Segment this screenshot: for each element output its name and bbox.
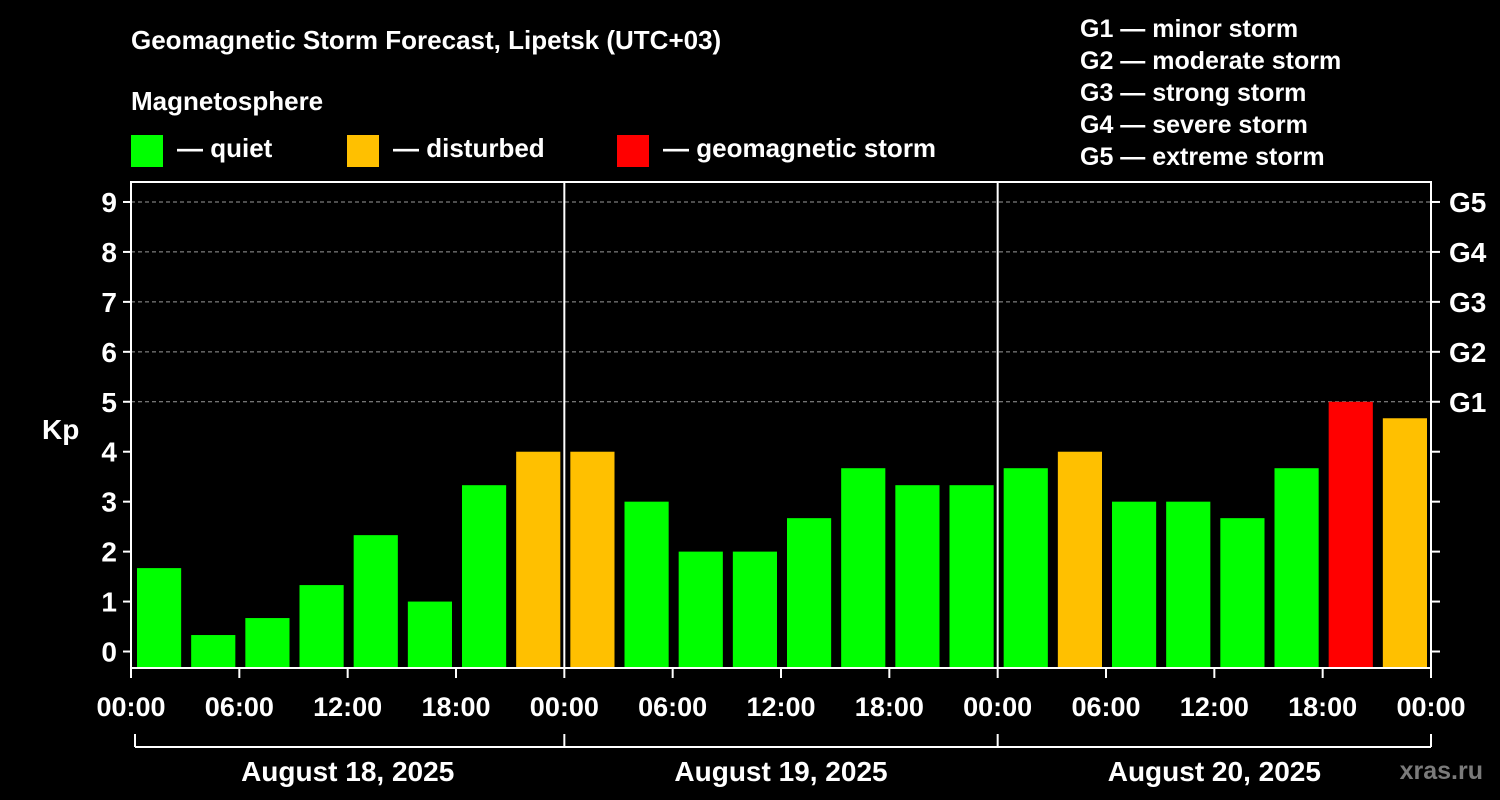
kp-bar (841, 468, 886, 668)
day-label: August 19, 2025 (674, 756, 887, 787)
kp-bar (191, 635, 236, 668)
y-tick-label: 2 (101, 537, 117, 568)
kp-bar (137, 568, 182, 668)
x-tick-label: 06:00 (205, 692, 274, 722)
kp-bar (732, 551, 777, 668)
kp-bar (1220, 518, 1265, 668)
y-tick-label: 3 (101, 487, 117, 518)
g-scale-label: G5 (1449, 187, 1486, 218)
kp-bar (1057, 451, 1102, 668)
x-tick-label: 06:00 (638, 692, 707, 722)
y-tick-label: 6 (101, 337, 117, 368)
y-tick-label: 7 (101, 287, 117, 318)
day-label: August 18, 2025 (241, 756, 454, 787)
kp-bar (299, 585, 344, 668)
x-tick-label: 18:00 (855, 692, 924, 722)
x-tick-label: 00:00 (530, 692, 599, 722)
chart-title: Geomagnetic Storm Forecast, Lipetsk (UTC… (131, 25, 721, 55)
kp-bar (570, 451, 615, 668)
kp-bar (895, 485, 940, 668)
y-axis-ticks: 0 1 2 3 4 5 6 7 8 9 (101, 187, 131, 668)
x-tick-label: 18:00 (421, 692, 490, 722)
kp-bar (678, 551, 723, 668)
kp-bar (787, 518, 832, 668)
watermark: xras.ru (1400, 757, 1483, 785)
g-scale-label: G1 (1449, 387, 1486, 418)
g-scale-label: G3 (1449, 287, 1486, 318)
x-tick-label: 00:00 (1396, 692, 1465, 722)
kp-bar (353, 535, 398, 668)
storm-scale-g2: G2 — moderate storm (1080, 47, 1341, 75)
kp-bar (1328, 401, 1373, 668)
y-tick-label: 5 (101, 387, 117, 418)
x-axis-ticks: 00:00 06:00 12:00 18:00 00:00 06:00 12:00 18:00… (96, 668, 1466, 722)
legend-label-quiet: — quiet (177, 133, 273, 163)
x-tick-label: 12:00 (1180, 692, 1249, 722)
legend-swatch-quiet (131, 135, 163, 167)
legend-label-storm: — geomagnetic storm (663, 133, 936, 163)
gridlines (131, 201, 1431, 403)
day-labels: August 18, 2025 August 19, 2025 August 20,… (134, 734, 1432, 787)
kp-bar (1112, 501, 1157, 668)
x-tick-label: 18:00 (1288, 692, 1357, 722)
x-tick-label: 00:00 (963, 692, 1032, 722)
kp-bar (1003, 468, 1048, 668)
storm-scale-g5: G5 — extreme storm (1080, 143, 1325, 171)
day-label: August 20, 2025 (1108, 756, 1321, 787)
storm-scale-g4: G4 — severe storm (1080, 111, 1308, 139)
x-tick-label: 12:00 (746, 692, 815, 722)
kp-bar (516, 451, 561, 668)
y-axis-label: Kp (42, 414, 79, 445)
kp-bar (624, 501, 669, 668)
x-tick-label: 06:00 (1071, 692, 1140, 722)
legend-swatch-storm (617, 135, 649, 167)
x-tick-label: 00:00 (96, 692, 165, 722)
y-tick-label: 4 (101, 437, 117, 468)
bars (137, 401, 1427, 668)
kp-bar (407, 601, 452, 668)
kp-bar (462, 485, 507, 668)
legend-heading: Magnetosphere (131, 86, 323, 116)
g-scale-label: G2 (1449, 337, 1486, 368)
y-tick-label: 1 (101, 587, 117, 618)
y-tick-label: 9 (101, 187, 117, 218)
legend-swatch-disturbed (347, 135, 379, 167)
storm-scale-g3: G3 — strong storm (1080, 79, 1306, 107)
kp-bar (949, 485, 994, 668)
kp-bar (1382, 418, 1427, 668)
g-scale-ticks: G1 G2 G3 G4 G5 (1431, 187, 1487, 653)
legend-label-disturbed: — disturbed (393, 133, 545, 163)
y-tick-label: 8 (101, 237, 117, 268)
x-tick-label: 12:00 (313, 692, 382, 722)
kp-bar (1274, 468, 1319, 668)
storm-scale-g1: G1 — minor storm (1080, 15, 1298, 43)
kp-bar (1166, 501, 1211, 668)
g-scale-label: G4 (1449, 237, 1487, 268)
y-tick-label: 0 (101, 637, 117, 668)
kp-bar (245, 618, 290, 668)
